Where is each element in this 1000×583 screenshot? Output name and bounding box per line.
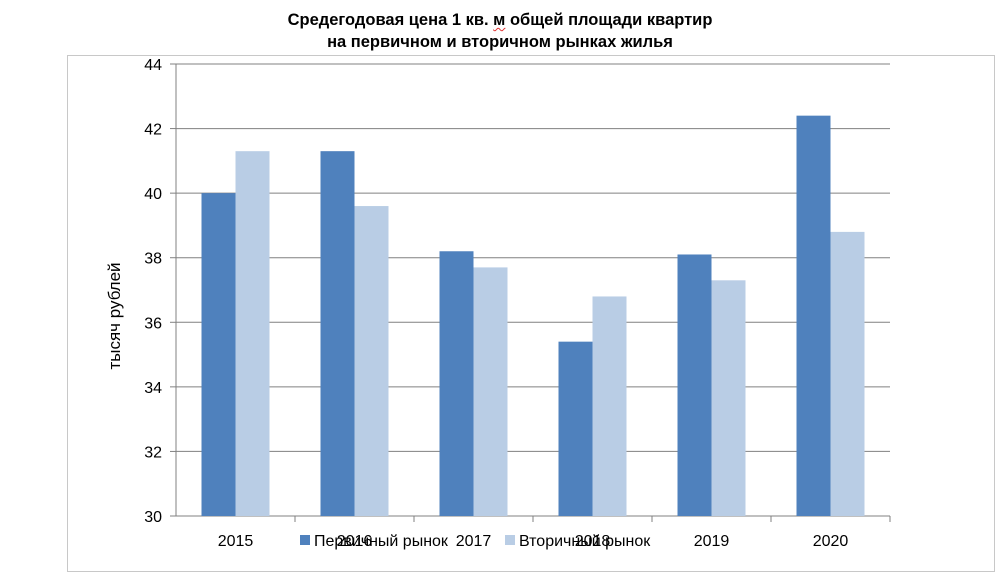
legend-label: Вторичный рынок: [519, 533, 651, 550]
chart-title-line-2: на первичном и вторичном рынках жилья: [327, 33, 673, 51]
x-tick-label: 2015: [218, 533, 254, 550]
legend: Первичный рынок Вторичный рынок: [300, 533, 651, 550]
y-tick-label: 30: [144, 509, 162, 526]
bar-secondary-2016: [354, 206, 389, 517]
x-axis-ticks: 2015 2016 2017 2018 2019 2020: [218, 533, 849, 550]
bar-secondary-2020: [830, 231, 865, 516]
x-tick-label: 2016: [337, 533, 373, 550]
y-tick-label: 40: [144, 186, 162, 203]
x-tick-label: 2017: [456, 533, 492, 550]
bar-secondary-2017: [473, 267, 508, 516]
y-tick-label: 38: [144, 251, 162, 268]
gridlines: [170, 63, 891, 522]
x-tick-label: 2019: [694, 533, 730, 550]
bar-primary-2019: [677, 254, 712, 516]
bar-primary-2020: [796, 115, 831, 517]
legend-swatch: [300, 535, 310, 545]
bar-secondary-2015: [235, 151, 270, 516]
y-tick-label: 34: [144, 380, 162, 397]
title-part-1: Средегодовая цена 1 кв.: [287, 11, 494, 29]
chart-title-line-1: Средегодовая цена 1 кв. м общей площади …: [0, 10, 1000, 30]
bars: [201, 115, 865, 517]
bar-secondary-2019: [711, 280, 746, 516]
bar-primary-2016: [320, 151, 355, 516]
y-tick-label: 36: [144, 315, 162, 332]
legend-swatch: [505, 535, 515, 545]
bar-primary-2018: [558, 341, 593, 516]
title-part-spellcheck: м: [493, 11, 506, 29]
bar-primary-2017: [439, 251, 474, 516]
legend-label: Первичный рынок: [314, 533, 449, 550]
y-axis-ticks: 30 32 34 36 38 40 42 44: [144, 57, 162, 526]
y-axis-label: тысяч рублей: [105, 262, 124, 369]
bar-secondary-2018: [592, 296, 627, 516]
y-tick-label: 44: [144, 57, 162, 74]
x-tick-label: 2018: [575, 533, 611, 550]
chart-frame: [67, 55, 995, 572]
x-tick-label: 2020: [813, 533, 849, 550]
y-tick-label: 42: [144, 122, 162, 139]
y-tick-label: 32: [144, 444, 162, 461]
bar-primary-2015: [201, 193, 236, 516]
title-part-2: общей площади квартир: [505, 11, 713, 29]
